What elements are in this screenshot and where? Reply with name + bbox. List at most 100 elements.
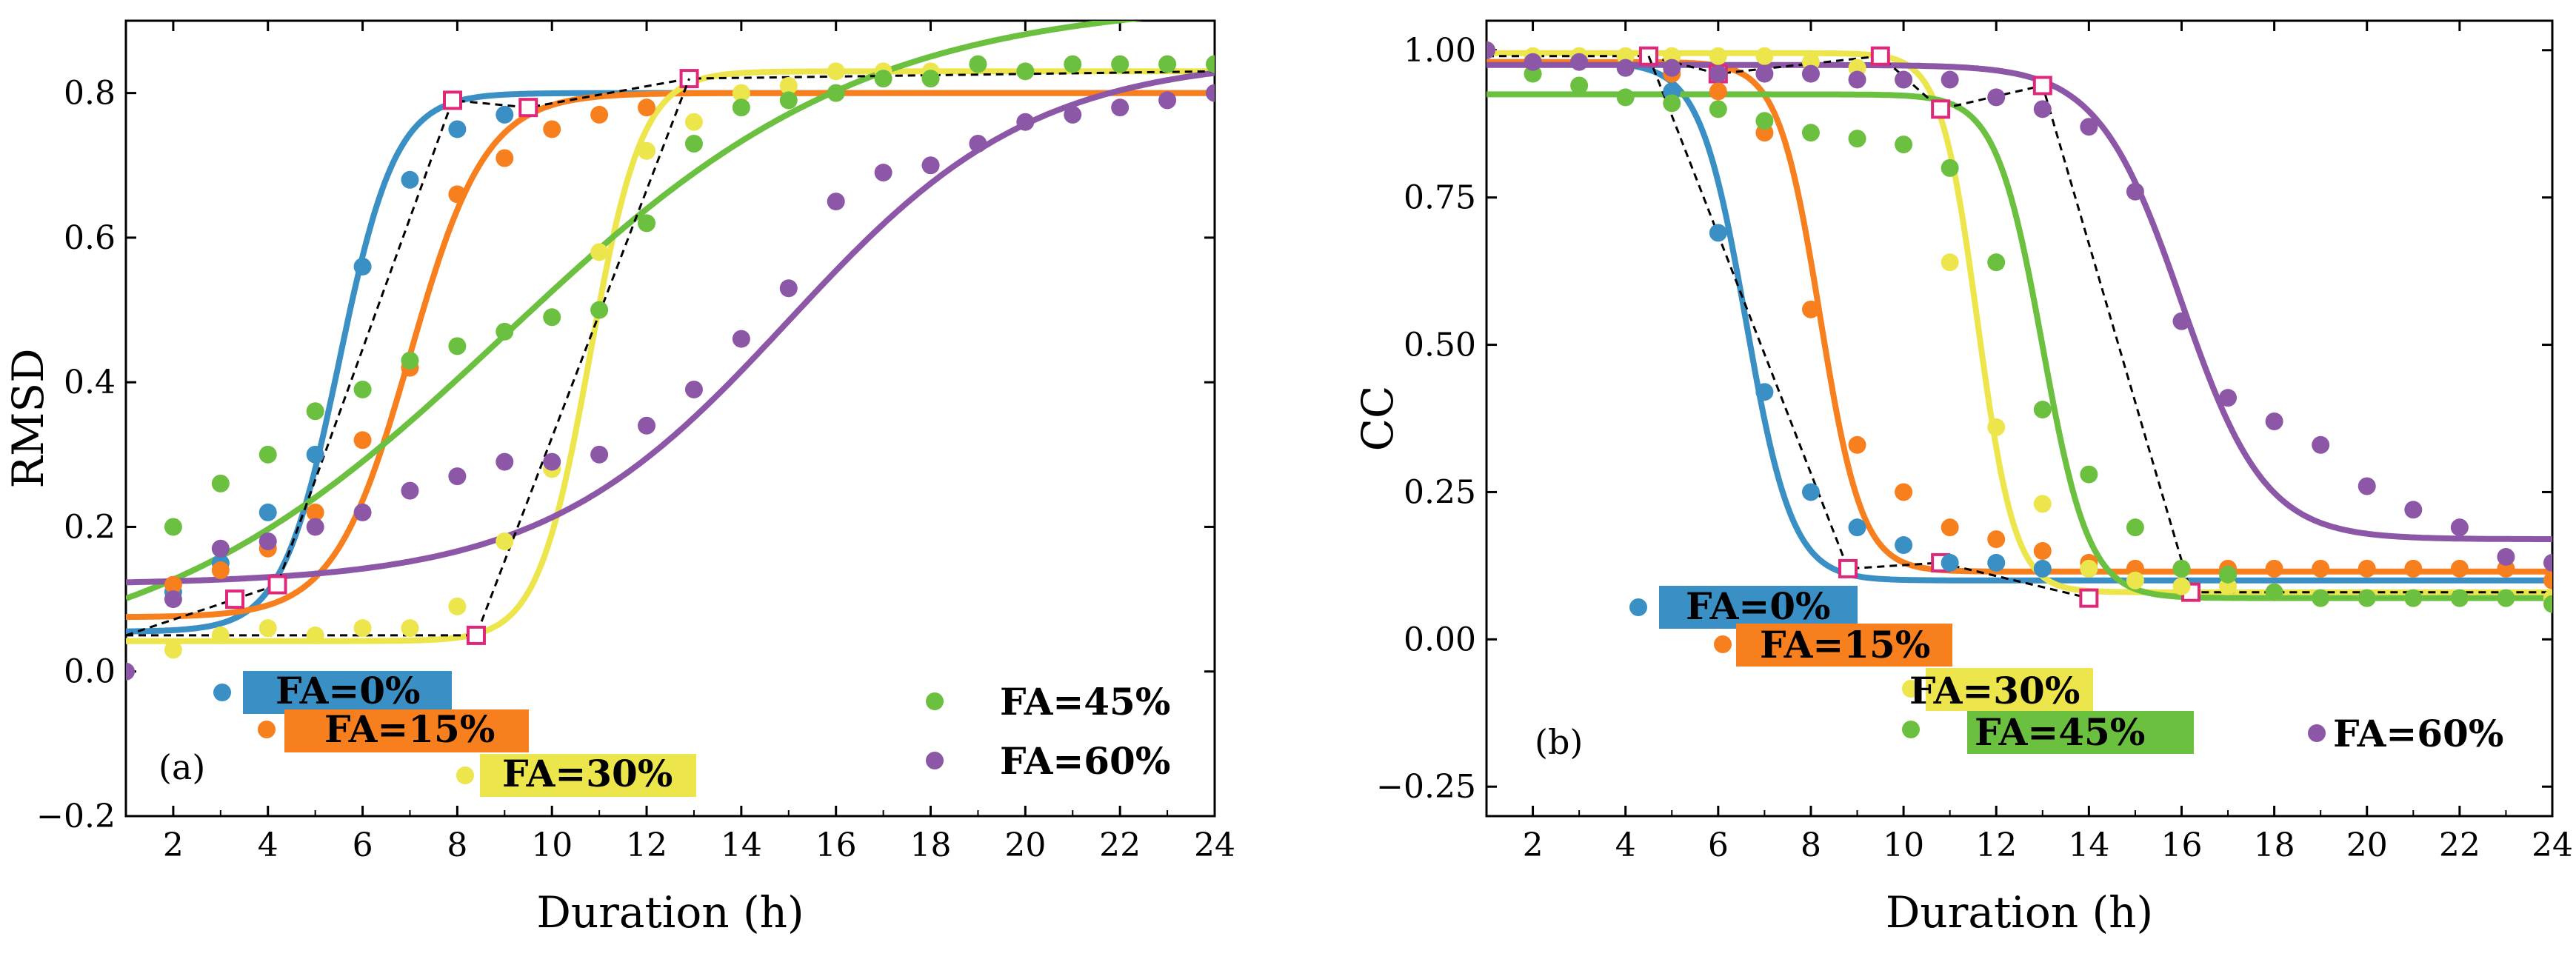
- data-point-45pct: [1016, 62, 1035, 81]
- data-point-45pct: [2497, 589, 2515, 607]
- data-point-60pct: [2172, 312, 2191, 330]
- legend-marker: [213, 684, 231, 701]
- data-point-60pct: [921, 156, 940, 175]
- data-point-0pct: [258, 503, 277, 521]
- stage-marker: [443, 90, 462, 110]
- data-point-30pct: [1709, 47, 1727, 65]
- data-point-60pct: [1755, 64, 1774, 83]
- x-tick-label: 22: [2439, 826, 2480, 864]
- data-point-15pct: [1987, 530, 2006, 549]
- data-point-30pct: [211, 626, 230, 644]
- data-point-30pct: [1941, 253, 1959, 272]
- legend-label: FA=0%: [1686, 584, 1831, 628]
- y-tick-label: 0.4: [64, 364, 116, 401]
- x-tick-label: 8: [447, 826, 467, 864]
- data-point-60pct: [258, 532, 277, 550]
- data-point-45pct: [1848, 130, 1866, 148]
- y-tick-label: 0.00: [1404, 621, 1476, 658]
- data-point-45pct: [2080, 465, 2098, 484]
- data-point-60pct: [1941, 70, 1959, 89]
- y-tick-label: 0.75: [1404, 179, 1476, 217]
- fit-curve-0pct: [1486, 59, 2552, 584]
- x-tick-label: 14: [2068, 826, 2109, 864]
- x-tick-label: 20: [2346, 826, 2388, 864]
- x-tick-label: 12: [626, 826, 667, 864]
- data-point-15pct: [2404, 559, 2423, 578]
- data-point-15pct: [590, 105, 609, 124]
- stage-marker: [518, 98, 538, 118]
- legend-box: [1659, 586, 1858, 629]
- data-point-15pct: [1941, 518, 1959, 537]
- data-point-45pct: [448, 337, 467, 355]
- data-point-45pct: [2219, 565, 2238, 584]
- fit-curve-45pct: [126, 21, 1144, 601]
- stage-line: [126, 70, 1215, 637]
- data-point-60pct: [211, 539, 230, 558]
- data-point-30pct: [1987, 418, 2006, 436]
- stage-marker: [2032, 76, 2052, 96]
- legend-box: [480, 754, 696, 797]
- data-point-15pct: [543, 120, 561, 138]
- data-point-60pct: [2450, 518, 2469, 537]
- legend-box: [243, 671, 452, 714]
- data-point-30pct: [2080, 559, 2098, 578]
- fit-curve-15pct: [126, 90, 1215, 621]
- legend-label: FA=45%: [1975, 710, 2145, 754]
- fit-curve-15pct: [1486, 59, 2552, 575]
- legend-marker: [1902, 721, 1920, 738]
- data-point-15pct: [2265, 559, 2283, 578]
- data-point-45pct: [779, 91, 798, 110]
- data-point-60pct: [590, 445, 609, 464]
- data-point-30pct: [448, 597, 467, 615]
- x-tick-label: 10: [531, 826, 573, 864]
- stage-marker: [1931, 99, 1951, 119]
- data-point-45pct: [1663, 94, 1681, 113]
- data-point-45pct: [969, 55, 987, 73]
- data-point-15pct: [448, 185, 467, 204]
- panel-label: (a): [159, 747, 205, 787]
- data-point-15pct: [353, 431, 372, 450]
- data-point-45pct: [1111, 55, 1129, 73]
- plot-area: [1486, 41, 2552, 613]
- y-axis-title: RMSD: [3, 348, 53, 488]
- data-point-0pct: [401, 170, 419, 189]
- data-point-15pct: [1709, 82, 1727, 101]
- data-point-15pct: [1801, 300, 1820, 318]
- data-point-30pct: [306, 626, 324, 644]
- data-point-0pct: [1709, 224, 1727, 242]
- data-point-0pct: [495, 105, 514, 124]
- data-point-45pct: [2033, 401, 2052, 419]
- x-tick-label: 20: [1004, 826, 1046, 864]
- plot-frame: [1485, 19, 2554, 818]
- plot-area: [126, 21, 1215, 681]
- x-tick-label: 2: [1523, 826, 1544, 864]
- stage-marker: [225, 589, 244, 609]
- data-point-60pct: [779, 279, 798, 298]
- data-point-45pct: [590, 301, 609, 319]
- fit-curve-60pct: [1486, 61, 2552, 542]
- data-point-45pct: [1064, 55, 1082, 73]
- stage-marker: [2079, 588, 2099, 608]
- legend-box: [284, 709, 529, 752]
- data-point-45pct: [1206, 55, 1215, 73]
- y-tick-label: −0.2: [36, 798, 116, 835]
- data-point-30pct: [732, 84, 750, 102]
- data-point-45pct: [2312, 589, 2330, 607]
- data-point-30pct: [495, 532, 514, 550]
- x-tick-label: 24: [2532, 826, 2573, 864]
- data-point-60pct: [495, 452, 514, 471]
- data-point-45pct: [1987, 253, 2006, 272]
- y-tick-label: 0.25: [1404, 473, 1476, 511]
- panel-label: (b): [1535, 722, 1583, 762]
- data-point-30pct: [1755, 47, 1774, 65]
- x-axis-title: Duration (h): [1886, 887, 2153, 938]
- plot-frame: [124, 19, 1216, 818]
- legend-marker: [456, 766, 474, 784]
- x-tick-label: 16: [815, 826, 857, 864]
- data-point-45pct: [495, 322, 514, 341]
- data-point-45pct: [1570, 76, 1589, 95]
- legend-label: FA=30%: [502, 752, 673, 795]
- data-point-30pct: [164, 641, 182, 659]
- data-point-60pct: [1895, 70, 1913, 89]
